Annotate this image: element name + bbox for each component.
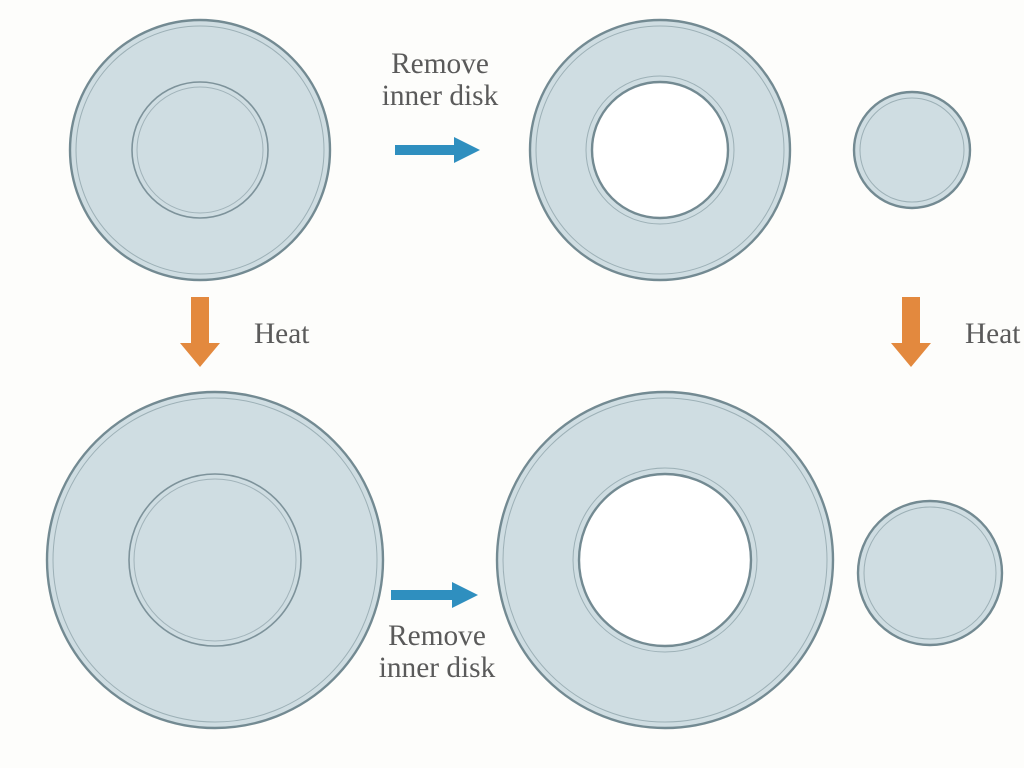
label-right-heat: Heat bbox=[965, 318, 1020, 350]
label-bot-remove-line1: Remove bbox=[388, 620, 486, 652]
label-top-remove: Remove inner disk bbox=[350, 48, 530, 113]
disk-top-left-full bbox=[70, 20, 330, 280]
disk-top-right-small bbox=[854, 92, 970, 208]
label-bot-remove-line2: inner disk bbox=[379, 652, 495, 684]
arrow-left-heat bbox=[180, 297, 220, 367]
label-top-remove-line1: Remove bbox=[391, 48, 489, 80]
diagram-stage: Remove inner disk Remove inner disk Heat… bbox=[0, 0, 1024, 768]
arrow-right-heat bbox=[891, 297, 931, 367]
disk-bot-right-ring bbox=[497, 392, 833, 728]
disk-top-right-ring bbox=[530, 20, 790, 280]
label-top-remove-line2: inner disk bbox=[382, 80, 498, 112]
arrow-bot-remove bbox=[391, 582, 478, 608]
disk-bot-right-small bbox=[858, 501, 1002, 645]
label-left-heat: Heat bbox=[254, 318, 309, 350]
arrow-top-remove bbox=[395, 137, 480, 163]
disk-bot-left-full bbox=[47, 392, 383, 728]
label-right-heat-text: Heat bbox=[965, 318, 1020, 350]
label-bot-remove: Remove inner disk bbox=[347, 620, 527, 685]
label-left-heat-text: Heat bbox=[254, 318, 309, 350]
